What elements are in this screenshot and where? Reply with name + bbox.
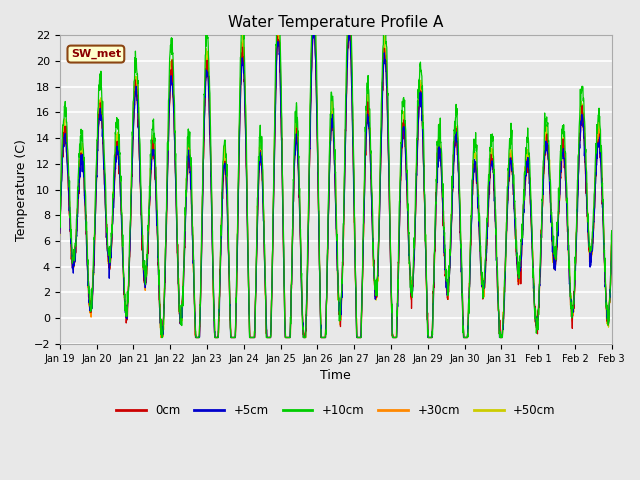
Y-axis label: Temperature (C): Temperature (C): [15, 139, 28, 240]
Title: Water Temperature Profile A: Water Temperature Profile A: [228, 15, 444, 30]
X-axis label: Time: Time: [321, 369, 351, 382]
Text: SW_met: SW_met: [71, 49, 121, 59]
Legend: 0cm, +5cm, +10cm, +30cm, +50cm: 0cm, +5cm, +10cm, +30cm, +50cm: [111, 399, 560, 421]
